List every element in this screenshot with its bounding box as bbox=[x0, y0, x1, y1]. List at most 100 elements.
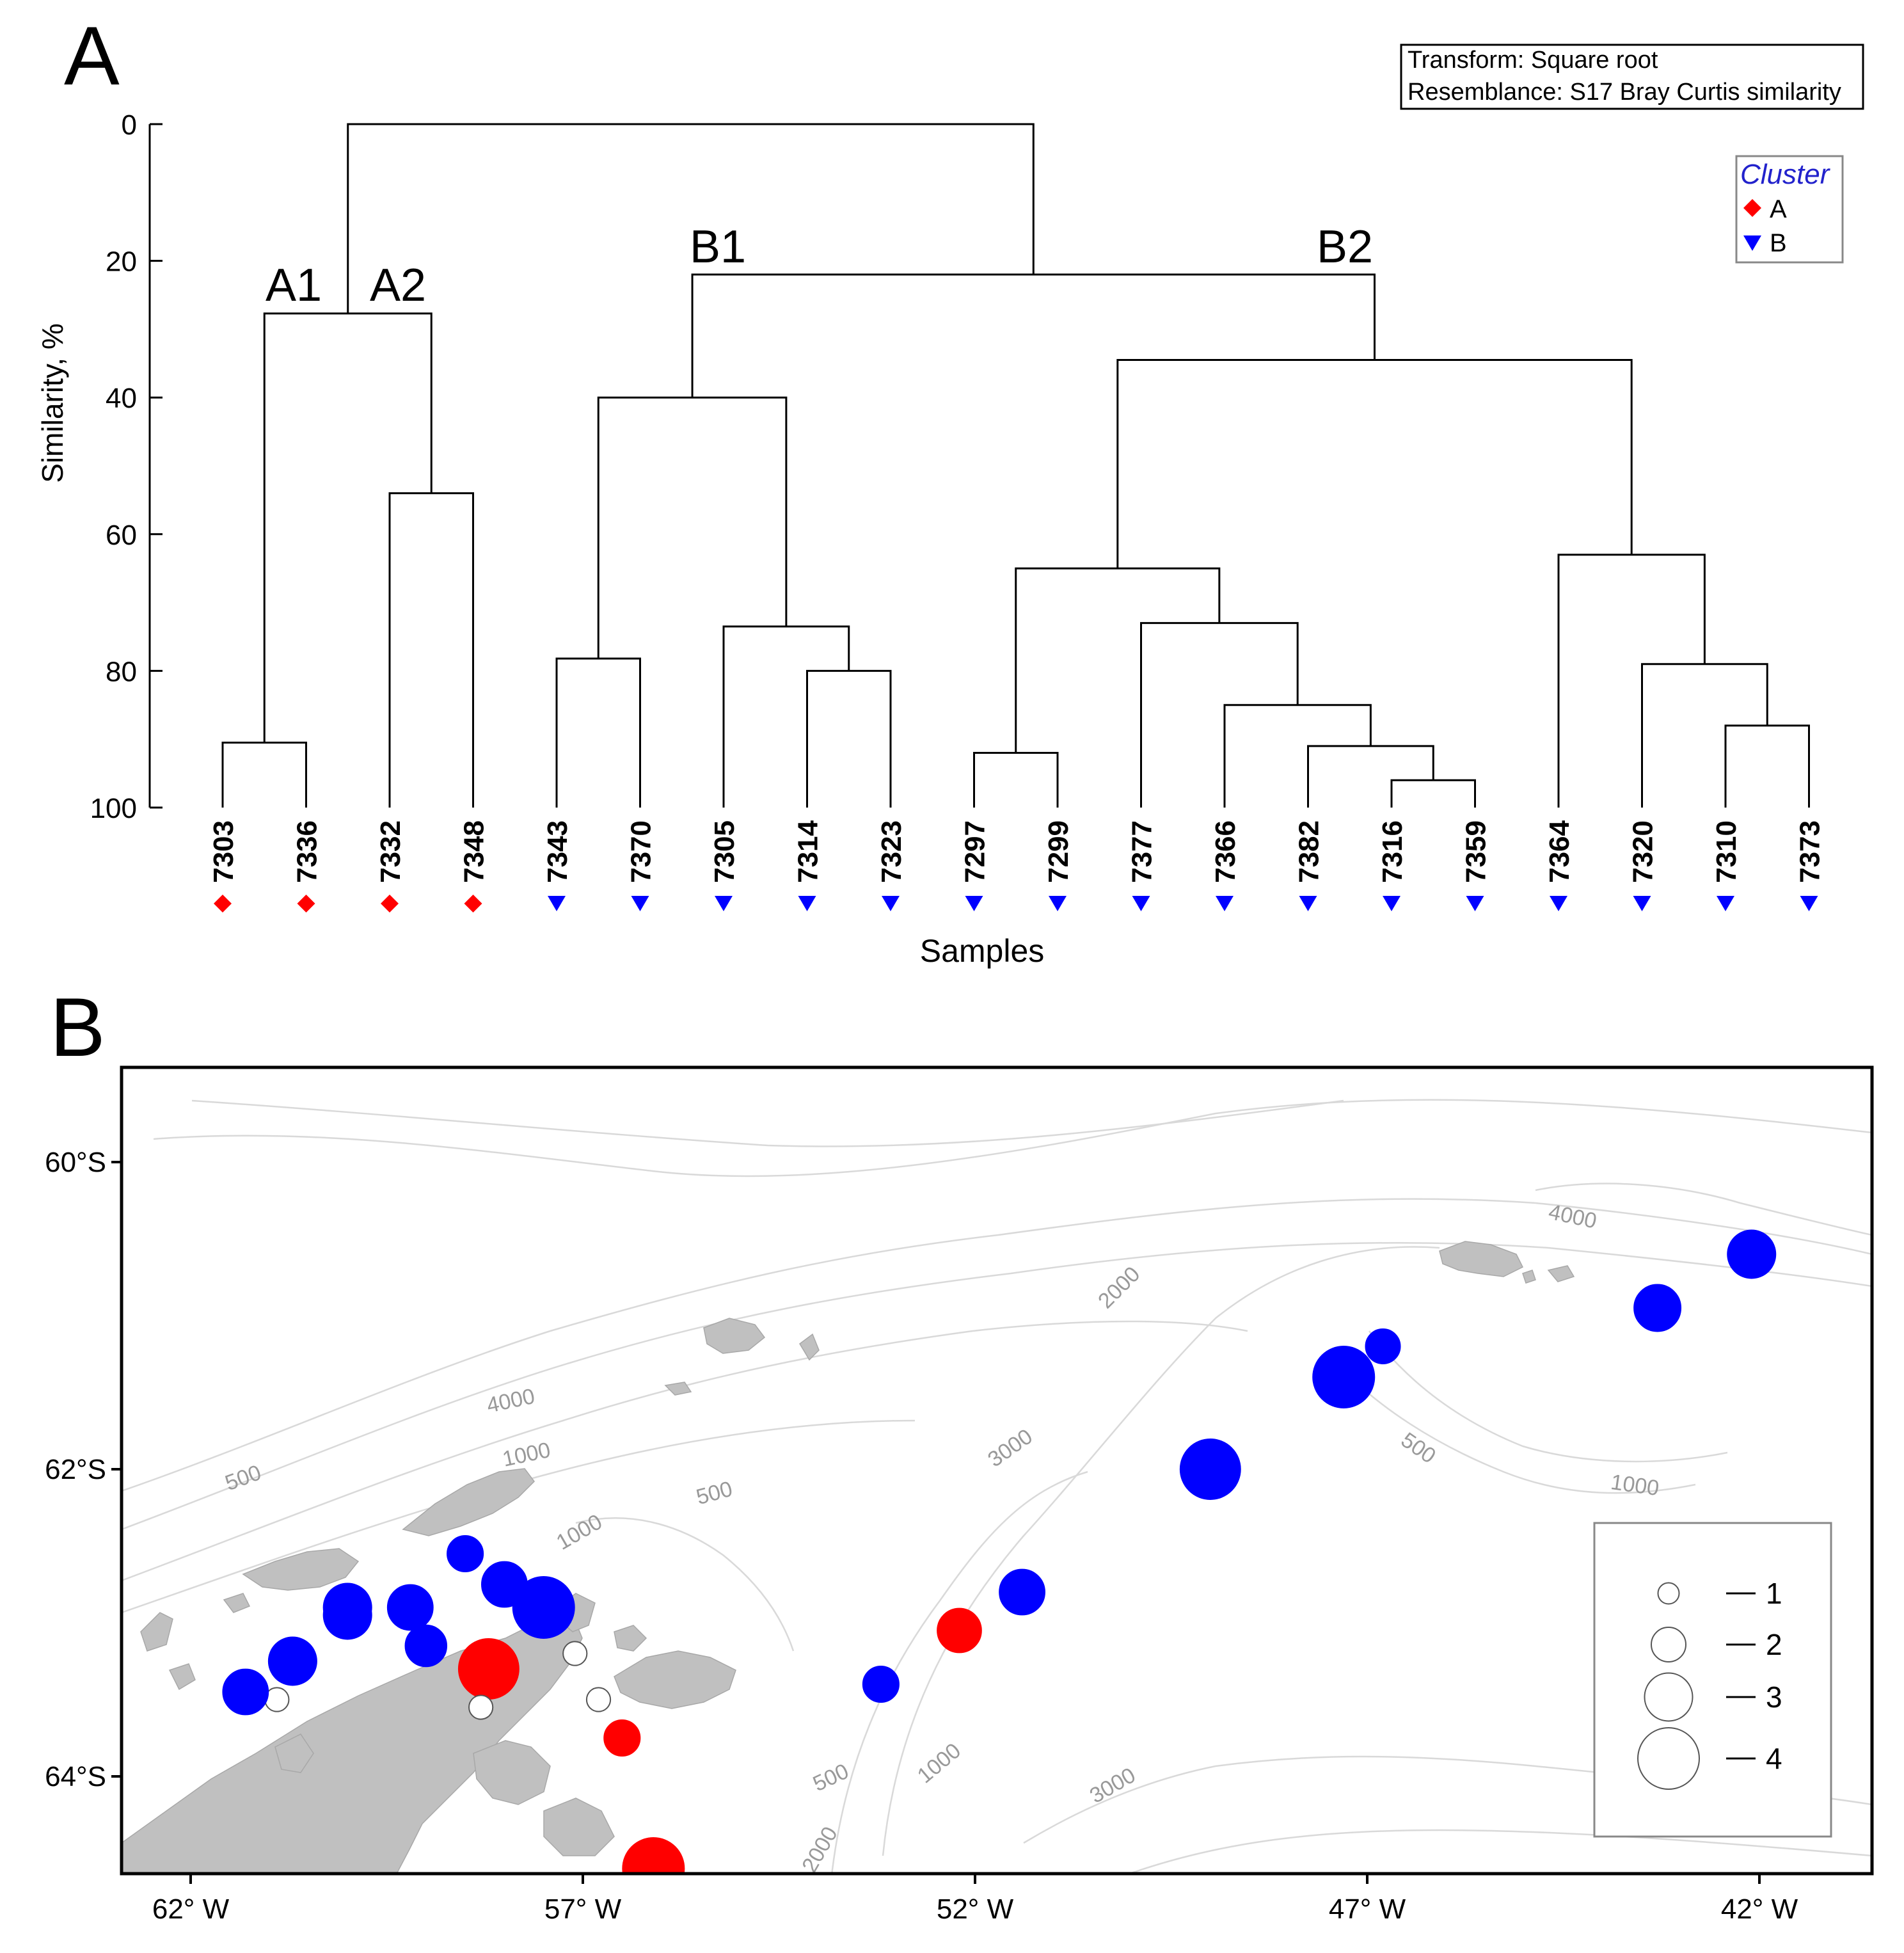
dendrogram-branch bbox=[1140, 622, 1299, 808]
sample-label: 7314 bbox=[793, 820, 824, 882]
y-axis-title: Similarity, % bbox=[36, 323, 69, 483]
map-x-tick-label: 52° W bbox=[937, 1893, 1014, 1925]
sample-label: 7373 bbox=[1795, 820, 1826, 883]
sample-label: 7303 bbox=[208, 820, 239, 883]
elephant-island bbox=[703, 1318, 766, 1354]
clarence-island bbox=[799, 1333, 820, 1361]
dendrogram-branch bbox=[691, 273, 1376, 398]
station-cluster-b bbox=[1365, 1328, 1401, 1364]
station-cluster-b bbox=[222, 1668, 269, 1716]
island-mid-1 bbox=[664, 1382, 692, 1396]
size-legend-circle bbox=[1657, 1582, 1680, 1605]
dendrogram-lines bbox=[221, 123, 1810, 808]
sample-label: 7364 bbox=[1544, 820, 1575, 882]
dendrogram-leaves: 7303 7336 7332 7348 7343 7370 7305 7314 7323 7297… bbox=[208, 820, 1826, 913]
cluster-a-marker bbox=[297, 895, 315, 913]
sample-label: 7359 bbox=[1461, 820, 1492, 883]
panel-a-label: A bbox=[64, 9, 120, 102]
size-legend-circle bbox=[1644, 1672, 1694, 1722]
size-legend-items: 1 2 3 4 bbox=[1637, 1577, 1782, 1790]
x-axis-title: Samples bbox=[920, 933, 1045, 969]
station-cluster-b bbox=[404, 1624, 448, 1668]
station-cluster-b bbox=[267, 1636, 317, 1686]
cluster-b-marker bbox=[1800, 896, 1818, 911]
island-west-4 bbox=[223, 1593, 251, 1613]
dendrogram-branch bbox=[1557, 554, 1706, 808]
cluster-b-marker bbox=[715, 896, 733, 911]
cluster-b-marker bbox=[798, 896, 816, 911]
dendrogram-branch bbox=[1223, 704, 1372, 808]
size-legend-label: 2 bbox=[1766, 1628, 1782, 1661]
legend-a-label: A bbox=[1770, 195, 1787, 223]
dendrogram-branch bbox=[388, 492, 474, 808]
sample-label: 7377 bbox=[1127, 820, 1158, 883]
station-cluster-a bbox=[603, 1719, 641, 1757]
panel-a: A Transform: Square root Resemblance: S1… bbox=[36, 9, 1864, 969]
group-label-b1: B1 bbox=[690, 221, 746, 273]
station-unclustered bbox=[585, 1687, 612, 1712]
island-west-3 bbox=[274, 1734, 314, 1773]
map-area: 4000100050050010003000200040005001000300… bbox=[122, 1067, 1872, 1874]
station-unclustered bbox=[468, 1694, 494, 1720]
dendrogram-branch bbox=[555, 657, 641, 808]
map-y-axis: 60°S 62°S 64°S bbox=[45, 1147, 122, 1792]
island-small-1 bbox=[614, 1625, 647, 1652]
cluster-b-marker bbox=[1717, 896, 1734, 911]
station-cluster-b bbox=[1633, 1284, 1682, 1332]
sample-label: 7382 bbox=[1294, 820, 1325, 883]
cluster-b-marker bbox=[965, 896, 983, 911]
group-label-a1: A1 bbox=[266, 260, 322, 311]
info-transform: Transform: Square root bbox=[1408, 47, 1658, 74]
map-y-tick-label: 62°S bbox=[45, 1454, 106, 1485]
cluster-legend-title: Cluster bbox=[1740, 159, 1831, 190]
cluster-b-marker bbox=[1633, 896, 1651, 911]
station-cluster-b bbox=[999, 1568, 1045, 1616]
sample-label: 7305 bbox=[709, 820, 740, 883]
dendrogram-branch bbox=[1390, 779, 1476, 808]
sample-label: 7366 bbox=[1210, 820, 1241, 883]
dendrogram-branch bbox=[1015, 567, 1221, 753]
map-x-axis: 62° W 57° W 52° W 47° W 42° W bbox=[152, 1874, 1798, 1925]
y-tick-label: 20 bbox=[106, 246, 137, 278]
south-orkney-east bbox=[1547, 1265, 1575, 1282]
map-x-tick-label: 47° W bbox=[1329, 1893, 1406, 1925]
sample-label: 7348 bbox=[459, 820, 490, 883]
south-orkney-east-2 bbox=[1522, 1270, 1536, 1284]
y-tick-label: 60 bbox=[106, 520, 137, 551]
sample-label: 7323 bbox=[876, 820, 907, 883]
info-resemblance: Resemblance: S17 Bray Curtis similarity bbox=[1408, 79, 1841, 106]
station-cluster-a bbox=[622, 1837, 685, 1874]
dendrogram-branch bbox=[722, 625, 850, 808]
size-legend-circle bbox=[1651, 1627, 1686, 1662]
group-label-b2: B2 bbox=[1317, 221, 1373, 273]
cluster-b-marker bbox=[1299, 896, 1317, 911]
size-legend-circle bbox=[1637, 1727, 1700, 1790]
sample-label: 7297 bbox=[960, 820, 991, 883]
map-x-tick-label: 57° W bbox=[544, 1893, 622, 1925]
cluster-a-marker bbox=[214, 895, 232, 913]
cluster-a-marker bbox=[381, 895, 399, 913]
size-legend-label: 4 bbox=[1766, 1742, 1782, 1775]
station-cluster-a bbox=[937, 1607, 982, 1654]
sample-label: 7336 bbox=[292, 820, 323, 883]
station-cluster-a bbox=[457, 1638, 520, 1700]
dendrogram-branch bbox=[1307, 745, 1434, 808]
island-west-1 bbox=[140, 1612, 173, 1652]
livingston-island bbox=[242, 1548, 360, 1591]
south-orkney-islands bbox=[1439, 1241, 1524, 1277]
island-west-2 bbox=[168, 1663, 196, 1691]
station-unclustered bbox=[562, 1641, 588, 1666]
station-cluster-b bbox=[322, 1582, 372, 1632]
y-tick-label: 100 bbox=[90, 793, 137, 824]
y-tick-label: 0 bbox=[122, 109, 137, 141]
size-legend-label: 3 bbox=[1766, 1680, 1782, 1714]
dendrogram-branch bbox=[597, 396, 788, 659]
cluster-b-marker bbox=[1049, 896, 1067, 911]
cluster-b-marker bbox=[1466, 896, 1484, 911]
sample-label: 7316 bbox=[1377, 820, 1408, 883]
station-points bbox=[222, 1229, 1777, 1874]
station-cluster-b bbox=[862, 1665, 900, 1703]
station-cluster-b bbox=[1179, 1439, 1241, 1500]
